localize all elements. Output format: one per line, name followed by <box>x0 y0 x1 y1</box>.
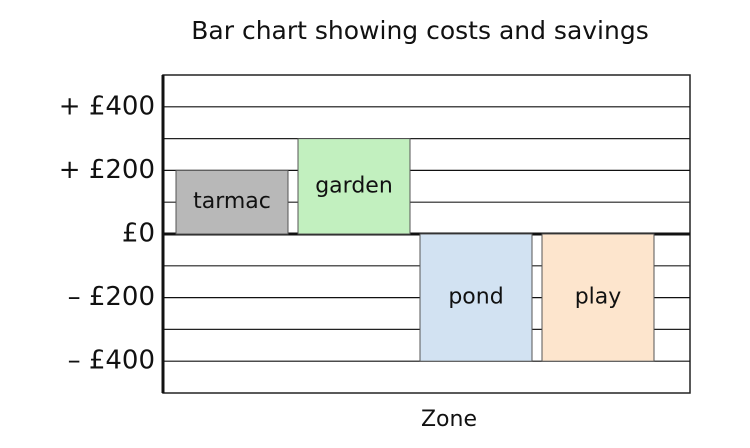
x-axis-label: Zone <box>421 407 477 432</box>
chart-title: Bar chart showing costs and savings <box>191 16 649 45</box>
y-tick-label: £0 <box>122 219 155 249</box>
bar <box>541 233 655 362</box>
y-tick-label: + £400 <box>59 91 155 121</box>
y-tick-label: + £200 <box>59 155 155 185</box>
bar <box>419 233 533 362</box>
bar <box>175 169 289 235</box>
y-tick-label: – £200 <box>68 282 155 312</box>
bar <box>297 138 411 235</box>
bar-label: garden <box>315 173 393 198</box>
y-tick-label: – £400 <box>68 346 155 376</box>
bar-label: pond <box>448 285 503 310</box>
bar-label: tarmac <box>193 189 271 214</box>
bar-label: play <box>575 285 622 310</box>
